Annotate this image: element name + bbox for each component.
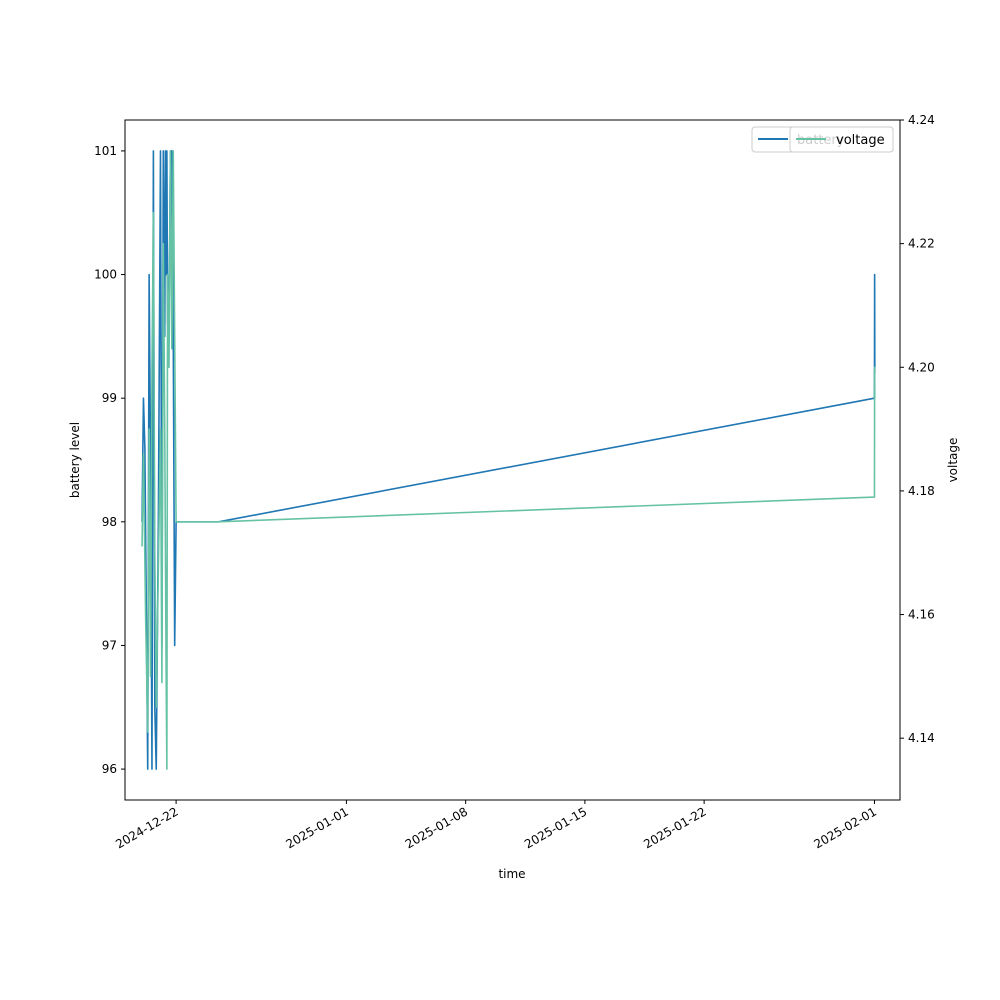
y2-tick-label: 4.22 <box>908 237 935 251</box>
y-axis-left: 96 97 98 99 100 101 <box>94 144 125 776</box>
y2-tick-label: 4.16 <box>908 608 935 622</box>
y-tick-label: 98 <box>102 515 117 529</box>
legend-voltage: voltage <box>789 126 894 153</box>
y-axis-title: battery level <box>68 422 82 498</box>
y-tick-label: 96 <box>102 762 117 776</box>
y2-tick-label: 4.14 <box>908 731 935 745</box>
y2-tick-label: 4.18 <box>908 484 935 498</box>
legend-box <box>789 126 894 153</box>
plot-frame <box>124 119 901 801</box>
series-line-voltage <box>141 150 876 770</box>
y-axis-right: 4.14 4.16 4.18 4.20 4.22 4.24 <box>900 113 935 745</box>
x-axis-title: time <box>498 867 525 881</box>
y-tick-label: 99 <box>102 391 117 405</box>
series-layer <box>141 150 876 770</box>
y2-axis-title: voltage <box>946 438 960 483</box>
legend-label-voltage: voltage <box>836 133 885 148</box>
y-tick-label: 100 <box>94 268 117 282</box>
y-tick-label: 101 <box>94 144 117 158</box>
y2-tick-label: 4.24 <box>908 113 935 127</box>
y2-tick-label: 4.20 <box>908 360 935 374</box>
y-tick-label: 97 <box>102 638 117 652</box>
